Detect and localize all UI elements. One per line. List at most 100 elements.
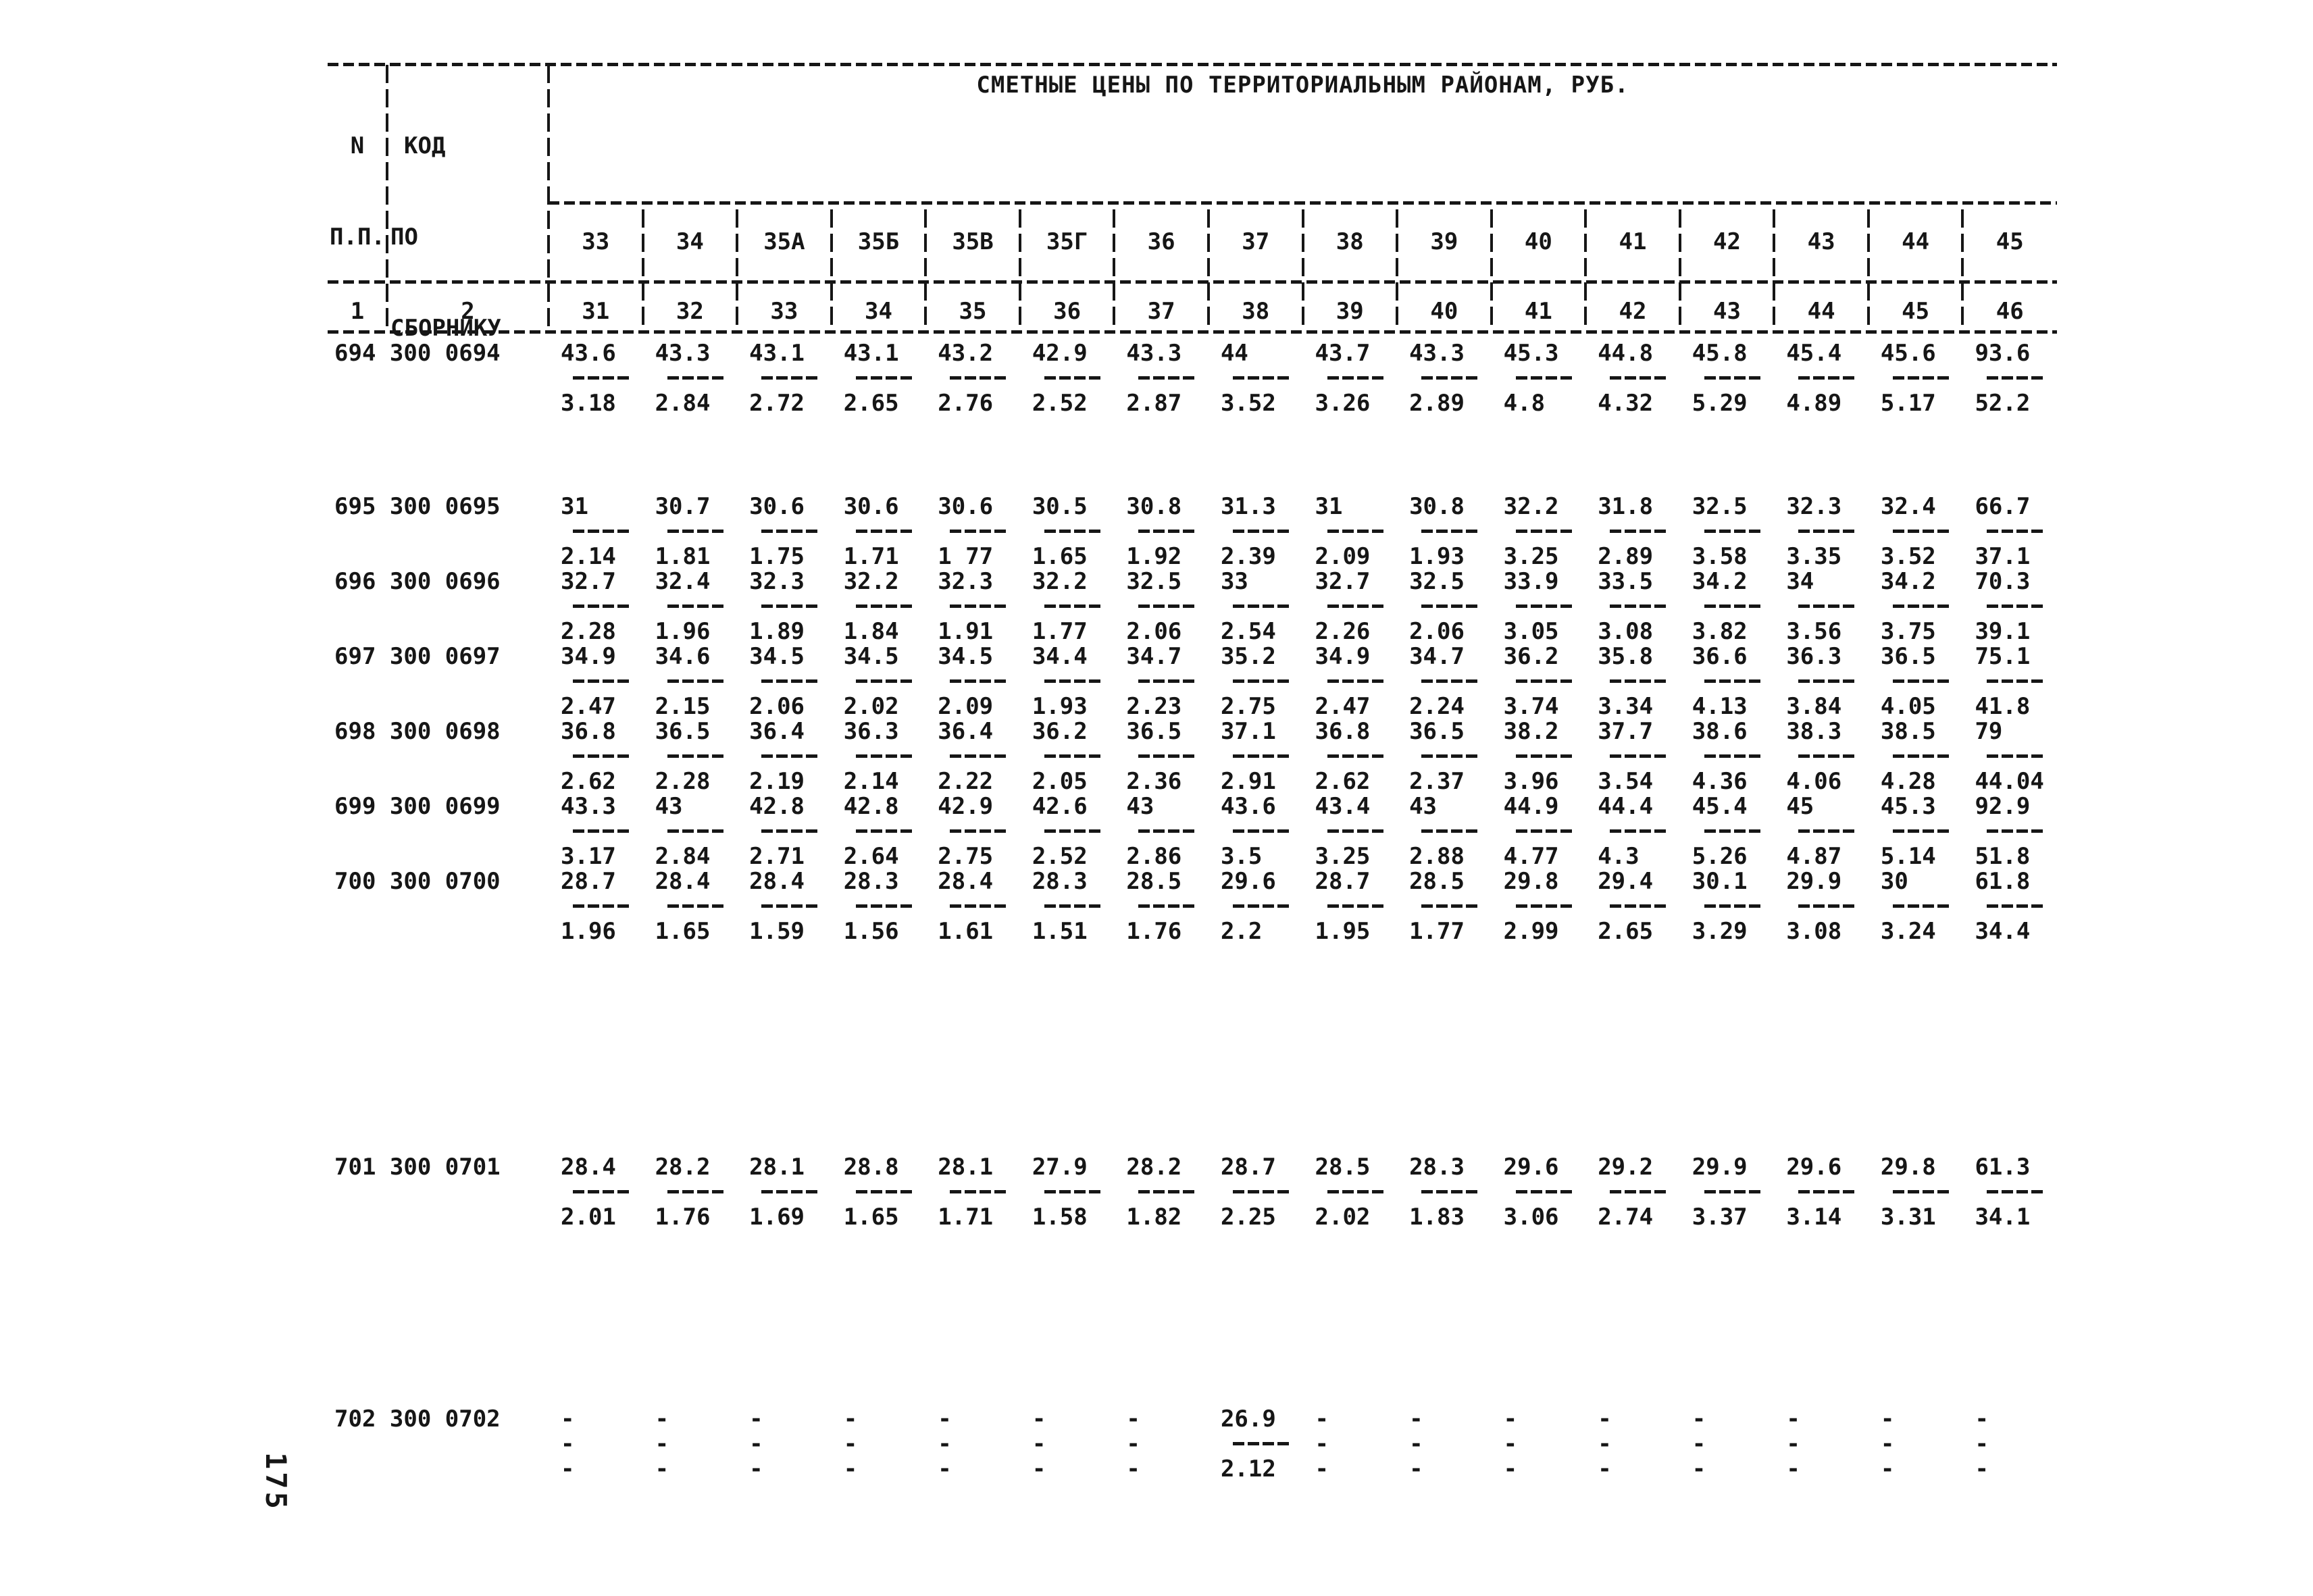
fraction-bar <box>1987 376 2044 380</box>
fraction-bar <box>1987 904 2044 908</box>
value-cell: 29.6 <box>1503 1154 1559 1181</box>
fraction-cell <box>925 669 1020 683</box>
fraction-cell <box>925 894 1020 908</box>
upper-values-row: 31 30.7 30.6 30.6 30.6 30.5 30.8 31.3 31 30.8 32.2… <box>549 494 2057 519</box>
value-cell: 3.56 <box>1786 618 1842 645</box>
value-cell: 30 <box>1880 868 1908 895</box>
value-cell: 38.3 <box>1786 718 1842 745</box>
fraction-bar <box>1610 679 1667 683</box>
fraction-bar <box>1987 604 2044 608</box>
value-cell: 3.52 <box>1220 390 1276 417</box>
value-cell: 2.72 <box>749 390 805 417</box>
value-cell: 4.32 <box>1598 390 1654 417</box>
fraction-cell <box>1303 1180 1398 1193</box>
value-cell: 32.3 <box>749 568 805 595</box>
value-cell: 2.37 <box>1409 768 1465 795</box>
index-column-label: 1 <box>350 298 365 325</box>
value-cell: 36.8 <box>1315 718 1371 745</box>
fraction-cell <box>1397 744 1492 758</box>
fraction-cell <box>1869 519 1963 533</box>
value-cell: 1.83 <box>1409 1204 1465 1231</box>
fraction-bar <box>855 604 913 608</box>
fraction-cell <box>1492 1180 1586 1193</box>
value-cell: 3.26 <box>1315 390 1371 417</box>
value-cell: 29.4 <box>1598 868 1654 895</box>
fraction-cell <box>549 744 643 758</box>
value-cell: 33.5 <box>1598 568 1654 595</box>
value-cell: 29.9 <box>1786 868 1842 895</box>
fraction-cell <box>1869 819 1963 833</box>
value-cell: 34.2 <box>1692 568 1748 595</box>
value-cell: 1.96 <box>561 918 616 945</box>
fraction-bar <box>1515 754 1573 758</box>
fraction-bar <box>1798 530 1856 533</box>
fraction-bar <box>1421 754 1479 758</box>
district-divider-pipe <box>1584 209 1587 330</box>
value-cell: 2.64 <box>843 843 899 870</box>
value-cell: 29.2 <box>1598 1154 1654 1181</box>
fraction-bar <box>1138 530 1196 533</box>
index-column-label: 45 <box>1902 298 1930 325</box>
fraction-bar <box>1892 829 1950 833</box>
fraction-cell <box>832 366 926 380</box>
value-cell: 32.2 <box>1032 568 1088 595</box>
fraction-bar <box>950 530 1007 533</box>
fraction-cell <box>1397 519 1492 533</box>
fraction-bar <box>761 679 819 683</box>
fraction-cell <box>1962 819 2057 833</box>
fraction-cell <box>1585 519 1680 533</box>
fraction-cell <box>1209 669 1303 683</box>
value-cell: 1 77 <box>938 543 994 570</box>
fraction-cell: - <box>561 1431 575 1458</box>
row-code: 698 300 0698 <box>334 718 501 745</box>
fraction-bar <box>1138 904 1196 908</box>
page-number: 175 <box>259 1452 293 1512</box>
value-cell: 2.54 <box>1220 618 1276 645</box>
fraction-cell <box>1397 1180 1492 1193</box>
index-labels-row: 1 2 31 32 33 34 35 36 37 38 39 40 41 42 43 44 45 46 <box>328 295 2057 328</box>
fraction-cell <box>1303 894 1398 908</box>
fraction-cell <box>1209 519 1303 533</box>
value-cell: 1.65 <box>1032 543 1088 570</box>
value-cell: 2.74 <box>1598 1204 1654 1231</box>
index-column-label: 42 <box>1619 298 1647 325</box>
value-cell: 30.6 <box>843 493 899 520</box>
value-cell: 61.8 <box>1975 868 2031 895</box>
fraction-bar <box>1232 754 1290 758</box>
fraction-cell <box>1962 519 2057 533</box>
value-cell: 34.9 <box>561 643 616 670</box>
fraction-bar <box>1704 604 1761 608</box>
value-cell: 1.65 <box>843 1204 899 1231</box>
fraction-bar <box>855 376 913 380</box>
value-cell: 33.9 <box>1503 568 1559 595</box>
fraction-cell <box>1114 894 1209 908</box>
fraction-bar <box>1704 829 1761 833</box>
fraction-cell <box>1020 744 1115 758</box>
index-column-label: 2 <box>461 298 475 325</box>
fraction-cell <box>1962 744 2057 758</box>
value-cell: - <box>561 1456 575 1483</box>
value-cell: 26.9 <box>1220 1406 1276 1433</box>
value-cell: 30.6 <box>749 493 805 520</box>
fraction-cell <box>737 894 832 908</box>
value-cell: 36.6 <box>1692 643 1748 670</box>
value-cell: 44.04 <box>1975 768 2044 795</box>
column-divider-pipe <box>386 65 388 330</box>
value-cell: 36.5 <box>655 718 711 745</box>
value-cell: - <box>843 1406 858 1433</box>
fraction-cell <box>549 366 643 380</box>
value-cell: 28.3 <box>843 868 899 895</box>
value-cell: 1.91 <box>938 618 994 645</box>
fraction-bar <box>573 679 630 683</box>
value-cell: 4.8 <box>1503 390 1546 417</box>
upper-values-row: 43.3 43 42.8 42.8 42.9 42.6 43 43.6 43.4 43 44.9 44… <box>549 794 2057 819</box>
fraction-cell <box>1492 894 1586 908</box>
fraction-bar <box>1421 376 1479 380</box>
value-cell: 30.5 <box>1032 493 1088 520</box>
fraction-cell: - <box>1503 1431 1518 1458</box>
value-cell: 37.1 <box>1975 543 2031 570</box>
value-cell: 36.5 <box>1409 718 1465 745</box>
header-bottom-rule <box>328 330 2057 334</box>
fraction-bar <box>1610 376 1667 380</box>
value-cell: 28.4 <box>938 868 994 895</box>
